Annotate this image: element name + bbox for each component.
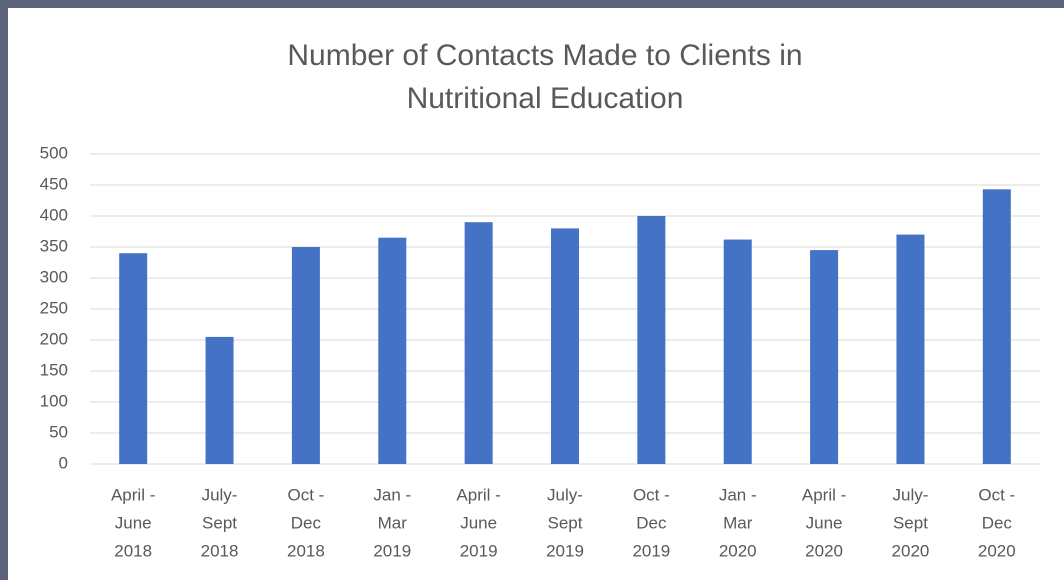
- bar: [291, 247, 320, 464]
- bar: [551, 228, 579, 464]
- x-tick-label: April -: [802, 485, 846, 504]
- x-tick-label: Oct -: [978, 485, 1015, 504]
- x-tick-label: 2019: [373, 541, 411, 560]
- x-tick-label: 2019: [632, 541, 670, 560]
- y-tick-label: 200: [40, 329, 68, 348]
- x-tick-label: 2019: [460, 541, 498, 560]
- x-tick-label: June: [806, 513, 843, 532]
- y-tick-label: 350: [40, 236, 68, 255]
- x-tick-label: April -: [111, 485, 155, 504]
- x-tick-label: June: [460, 513, 497, 532]
- x-tick-label: Jan -: [373, 485, 411, 504]
- x-tick-label: July-: [202, 485, 238, 504]
- bar: [810, 250, 839, 464]
- x-tick-label: 2018: [201, 541, 239, 560]
- y-tick-label: 150: [40, 360, 68, 379]
- x-tick-label: Dec: [982, 513, 1013, 532]
- x-tick-label: Dec: [291, 513, 322, 532]
- y-tick-label: 500: [40, 143, 68, 162]
- bar: [982, 189, 1011, 464]
- x-tick-label: Sept: [548, 513, 583, 532]
- x-tick-label: 2018: [114, 541, 152, 560]
- y-tick-label: 450: [40, 174, 68, 193]
- x-tick-label: 2019: [546, 541, 584, 560]
- bar: [119, 253, 148, 464]
- bar: [637, 216, 666, 464]
- x-tick-label: Sept: [202, 513, 237, 532]
- x-tick-label: Oct -: [287, 485, 324, 504]
- x-tick-label: Mar: [378, 513, 408, 532]
- bar: [464, 222, 493, 464]
- x-tick-label: 2018: [287, 541, 325, 560]
- x-tick-label: 2020: [719, 541, 757, 560]
- bar: [205, 336, 234, 464]
- x-tick-label: June: [115, 513, 152, 532]
- bar: [896, 234, 925, 464]
- x-tick-label: Jan -: [719, 485, 757, 504]
- y-tick-label: 0: [59, 453, 68, 472]
- bar: [378, 237, 407, 464]
- x-tick-label: 2020: [805, 541, 843, 560]
- x-tick-label: Dec: [636, 513, 667, 532]
- y-tick-label: 100: [40, 391, 68, 410]
- y-tick-label: 50: [49, 422, 68, 441]
- y-tick-label: 250: [40, 298, 68, 317]
- x-tick-label: April -: [456, 485, 500, 504]
- x-tick-label: 2020: [892, 541, 930, 560]
- x-tick-label: July-: [547, 485, 583, 504]
- chart: Number of Contacts Made to Clients in Nu…: [8, 8, 1064, 580]
- chart-title: Nutritional Education: [407, 82, 684, 115]
- y-tick-label: 400: [40, 205, 68, 224]
- x-tick-label: Mar: [723, 513, 753, 532]
- x-tick-label: Sept: [893, 513, 928, 532]
- x-tick-label: July-: [893, 485, 929, 504]
- y-tick-label: 300: [40, 267, 68, 286]
- x-tick-label: Oct -: [633, 485, 670, 504]
- bar: [723, 239, 752, 464]
- x-tick-label: 2020: [978, 541, 1016, 560]
- chart-title: Number of Contacts Made to Clients in: [287, 39, 802, 72]
